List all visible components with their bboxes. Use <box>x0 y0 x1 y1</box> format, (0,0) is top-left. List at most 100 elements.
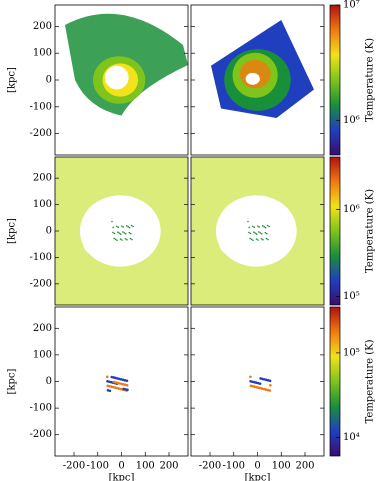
map-speck <box>252 239 254 242</box>
x-tick-label: 0 <box>118 461 124 472</box>
y-tick-label: -200 <box>30 128 52 139</box>
map-speck <box>253 226 255 228</box>
map-speck <box>248 231 250 234</box>
colorbar-tick-label: 10⁶ <box>343 204 360 215</box>
map-speck <box>112 226 114 229</box>
map-speck <box>251 225 254 228</box>
map-region <box>83 233 127 258</box>
y-axis-label: [kpc] <box>7 218 18 244</box>
map-speck <box>120 225 123 227</box>
map-region <box>104 65 129 90</box>
colorbar-tick-label: 10⁵ <box>343 347 360 358</box>
map-speck <box>129 237 132 240</box>
map <box>65 13 188 116</box>
y-tick-label: 0 <box>46 226 52 237</box>
map <box>249 375 272 392</box>
map-speck <box>115 225 118 228</box>
map-speck <box>253 231 255 233</box>
map-speck <box>258 231 260 233</box>
y-tick-label: 100 <box>33 199 52 210</box>
y-tick-label: 200 <box>33 323 52 334</box>
map-speck <box>124 238 127 240</box>
map-speck <box>126 238 128 241</box>
map-speck <box>110 375 114 379</box>
map-speck <box>117 226 119 228</box>
map-speck <box>249 379 252 383</box>
map <box>211 20 314 118</box>
map-speck <box>249 232 252 235</box>
map-speck <box>261 224 264 227</box>
map-speck <box>113 232 116 235</box>
y-axis-label: [kpc] <box>7 67 18 93</box>
map-speck <box>111 220 113 223</box>
map-speck <box>132 225 134 228</box>
x-axis-label: [kpc] <box>109 473 135 481</box>
x-tick-label: -200 <box>199 461 221 472</box>
x-tick-label: -100 <box>87 461 109 472</box>
map-speck <box>112 380 116 384</box>
map-speck <box>266 224 269 227</box>
map-speck <box>119 238 122 240</box>
map-speck <box>112 231 114 234</box>
map-speck <box>105 375 109 379</box>
map-speck <box>247 220 249 223</box>
colorbar-label: Temperature (K) <box>365 339 376 423</box>
map-speck <box>264 231 267 234</box>
x-tick-label: 0 <box>254 461 260 472</box>
y-axis-label: [kpc] <box>7 368 18 394</box>
map-speck <box>114 238 117 241</box>
map-speck <box>116 239 118 242</box>
map-speck <box>128 226 131 229</box>
colorbar-label: Temperature (K) <box>365 189 376 273</box>
map-speck <box>249 375 252 379</box>
map-speck <box>127 225 129 228</box>
colorbar-tick-label: 10⁶ <box>343 115 360 126</box>
map-speck <box>254 232 257 234</box>
map-speck <box>123 232 126 234</box>
map-region <box>79 195 161 267</box>
x-tick-label: -100 <box>223 461 245 472</box>
map <box>55 157 188 305</box>
map-speck <box>269 384 272 387</box>
map-speck <box>256 225 259 227</box>
map-speck <box>122 226 124 228</box>
y-tick-label: -200 <box>30 429 52 440</box>
map-speck <box>117 231 119 233</box>
map-speck <box>249 237 251 240</box>
panel-frame <box>190 306 325 457</box>
colorbar <box>329 4 341 156</box>
map-speck <box>260 233 263 235</box>
map-speck <box>265 232 268 235</box>
map-speck <box>248 226 250 229</box>
map-speck <box>124 233 127 235</box>
map-speck <box>125 224 128 227</box>
y-tick-label: -100 <box>30 403 52 414</box>
map-speck <box>130 224 133 227</box>
map-speck <box>259 377 262 380</box>
panel-frame <box>54 306 189 457</box>
y-tick-label: 100 <box>33 349 52 360</box>
x-tick-label: 100 <box>136 461 155 472</box>
map-speck <box>260 238 263 240</box>
map-region <box>219 233 263 258</box>
map-speck <box>259 232 262 234</box>
x-tick-label: 200 <box>159 461 178 472</box>
map-speck <box>249 384 253 388</box>
map-speck <box>106 384 110 388</box>
map-speck <box>255 233 258 235</box>
colorbar-label: Temperature (K) <box>365 38 376 122</box>
map-speck <box>265 237 268 240</box>
map-speck <box>128 231 131 234</box>
map-speck <box>250 238 253 241</box>
map-speck <box>122 231 124 233</box>
map-speck <box>122 387 125 391</box>
x-tick-label: 100 <box>272 461 291 472</box>
colorbar <box>329 306 341 457</box>
y-tick-label: 200 <box>33 173 52 184</box>
map-speck <box>118 232 121 234</box>
x-tick-label: 200 <box>295 461 314 472</box>
map-speck <box>263 225 265 228</box>
map-speck <box>129 232 132 235</box>
map-speck <box>268 225 270 228</box>
